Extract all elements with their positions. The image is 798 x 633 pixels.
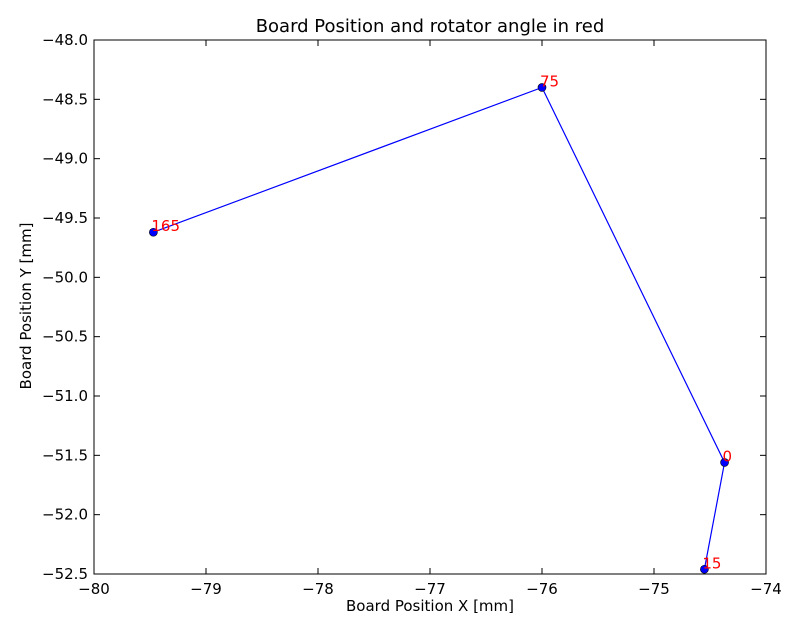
y-tick-label: −52.5 bbox=[42, 565, 88, 583]
y-tick-label: −49.5 bbox=[42, 209, 88, 227]
data-point bbox=[720, 458, 729, 467]
y-tick-label: −50.0 bbox=[42, 268, 88, 286]
x-tick-label: −77 bbox=[414, 580, 446, 598]
data-point bbox=[700, 564, 709, 574]
plot-frame bbox=[93, 39, 767, 575]
x-tick-label: −80 bbox=[78, 580, 110, 598]
plot-area: 165 75 0 15 bbox=[149, 72, 733, 574]
y-axis-label: Board Position Y [mm] bbox=[17, 223, 35, 390]
x-tick-label: −75 bbox=[638, 580, 670, 598]
point-label: 15 bbox=[702, 554, 721, 572]
x-tick-label: −78 bbox=[302, 580, 334, 598]
chart-title: Board Position and rotator angle in red bbox=[256, 16, 605, 37]
y-tick-label: −50.5 bbox=[42, 328, 88, 346]
y-tick-label: −49.0 bbox=[42, 150, 88, 168]
point-label: 0 bbox=[723, 447, 733, 465]
series-line bbox=[153, 86, 726, 570]
x-tick-label: −76 bbox=[526, 580, 558, 598]
data-point bbox=[149, 227, 158, 237]
x-tick-label: −79 bbox=[190, 580, 222, 598]
y-tick-label: −52.0 bbox=[42, 506, 88, 524]
y-tick-label: −51.0 bbox=[42, 387, 88, 405]
x-axis-label: Board Position X [mm] bbox=[346, 597, 514, 615]
y-tick-label: −48.5 bbox=[42, 90, 88, 108]
y-tick-label: −48.0 bbox=[42, 31, 88, 49]
point-label: 75 bbox=[540, 72, 559, 90]
x-tick-label: −74 bbox=[750, 580, 782, 598]
point-label: 165 bbox=[151, 217, 180, 235]
data-point bbox=[537, 83, 547, 92]
y-tick-label: −51.5 bbox=[42, 446, 88, 464]
tick-layer: −80 −79 −78 −77 −76 −75 −74 −48.0 −48.5 −49.0 −49.… bbox=[42, 31, 782, 598]
